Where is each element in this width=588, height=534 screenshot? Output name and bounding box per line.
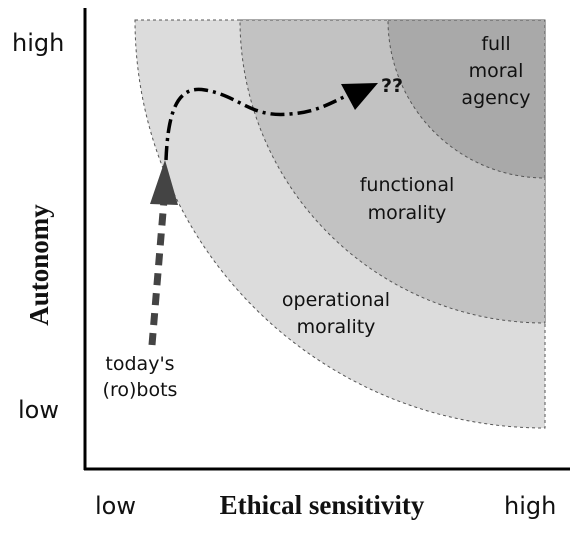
arrow-head-up-icon [150, 160, 178, 205]
operational-label-line-2: morality [297, 316, 376, 338]
y-axis-title: Autonomy [24, 204, 54, 326]
x-axis-title: Ethical sensitivity [220, 490, 425, 520]
full-label-line-3: agency [461, 87, 530, 109]
todays-robots-label: today's (ro)bots [103, 353, 178, 401]
functional-label-line-2: morality [368, 202, 447, 224]
x-low-label: low [95, 492, 136, 520]
dashed-arrow-shaft [148, 199, 168, 346]
dash-dot-path [164, 87, 356, 161]
full-moral-agency-label: full moral agency [461, 33, 530, 109]
operational-morality-label: operational morality [282, 289, 390, 338]
x-high-label: high [504, 492, 556, 520]
functional-label-line-1: functional [360, 174, 455, 196]
todays-robots-line-1: today's [105, 353, 174, 375]
todays-robots-line-2: (ro)bots [103, 379, 178, 401]
full-label-line-1: full [481, 33, 510, 55]
development-path [148, 83, 378, 346]
unknown-marker: ?? [381, 75, 403, 97]
functional-morality-label: functional morality [360, 174, 455, 224]
full-label-line-2: moral [469, 60, 524, 82]
arrow-head-right-icon [341, 83, 378, 110]
y-low-label: low [18, 396, 59, 424]
y-high-label: high [12, 29, 64, 57]
regions [134, 19, 546, 429]
axes [83, 8, 570, 471]
operational-label-line-1: operational [282, 289, 390, 311]
full-moral-agency-region [387, 19, 546, 179]
